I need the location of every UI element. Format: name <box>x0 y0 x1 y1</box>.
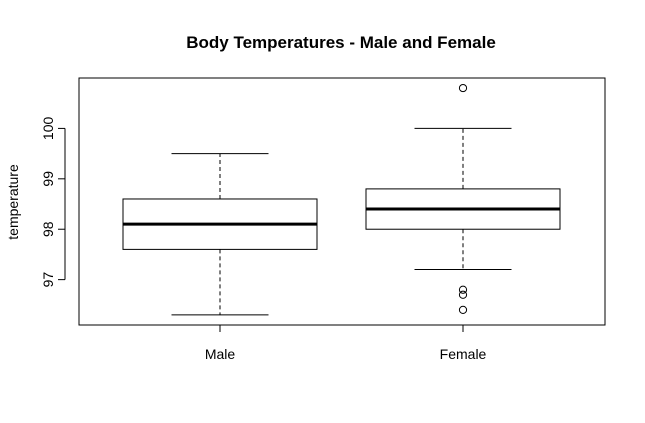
y-tick-label: 97 <box>40 272 56 288</box>
outlier-point <box>458 83 468 93</box>
box-female <box>365 83 561 314</box>
boxes <box>122 83 561 316</box>
x-tick-label: Female <box>440 346 487 362</box>
y-tick-label: 98 <box>40 221 56 237</box>
chart-title: Body Temperatures - Male and Female <box>186 33 496 52</box>
box-male <box>122 153 318 316</box>
y-tick-label: 99 <box>40 171 56 187</box>
outlier-point <box>458 305 468 314</box>
y-tick-label: 100 <box>40 117 56 141</box>
outlier-point <box>458 285 468 294</box>
y-axis-label: temperature <box>5 164 21 240</box>
outlier-point <box>458 290 468 299</box>
x-axis: Male Female <box>205 324 487 362</box>
x-tick-label: Male <box>205 346 236 362</box>
y-axis: 97 98 99 100 <box>40 117 66 288</box>
